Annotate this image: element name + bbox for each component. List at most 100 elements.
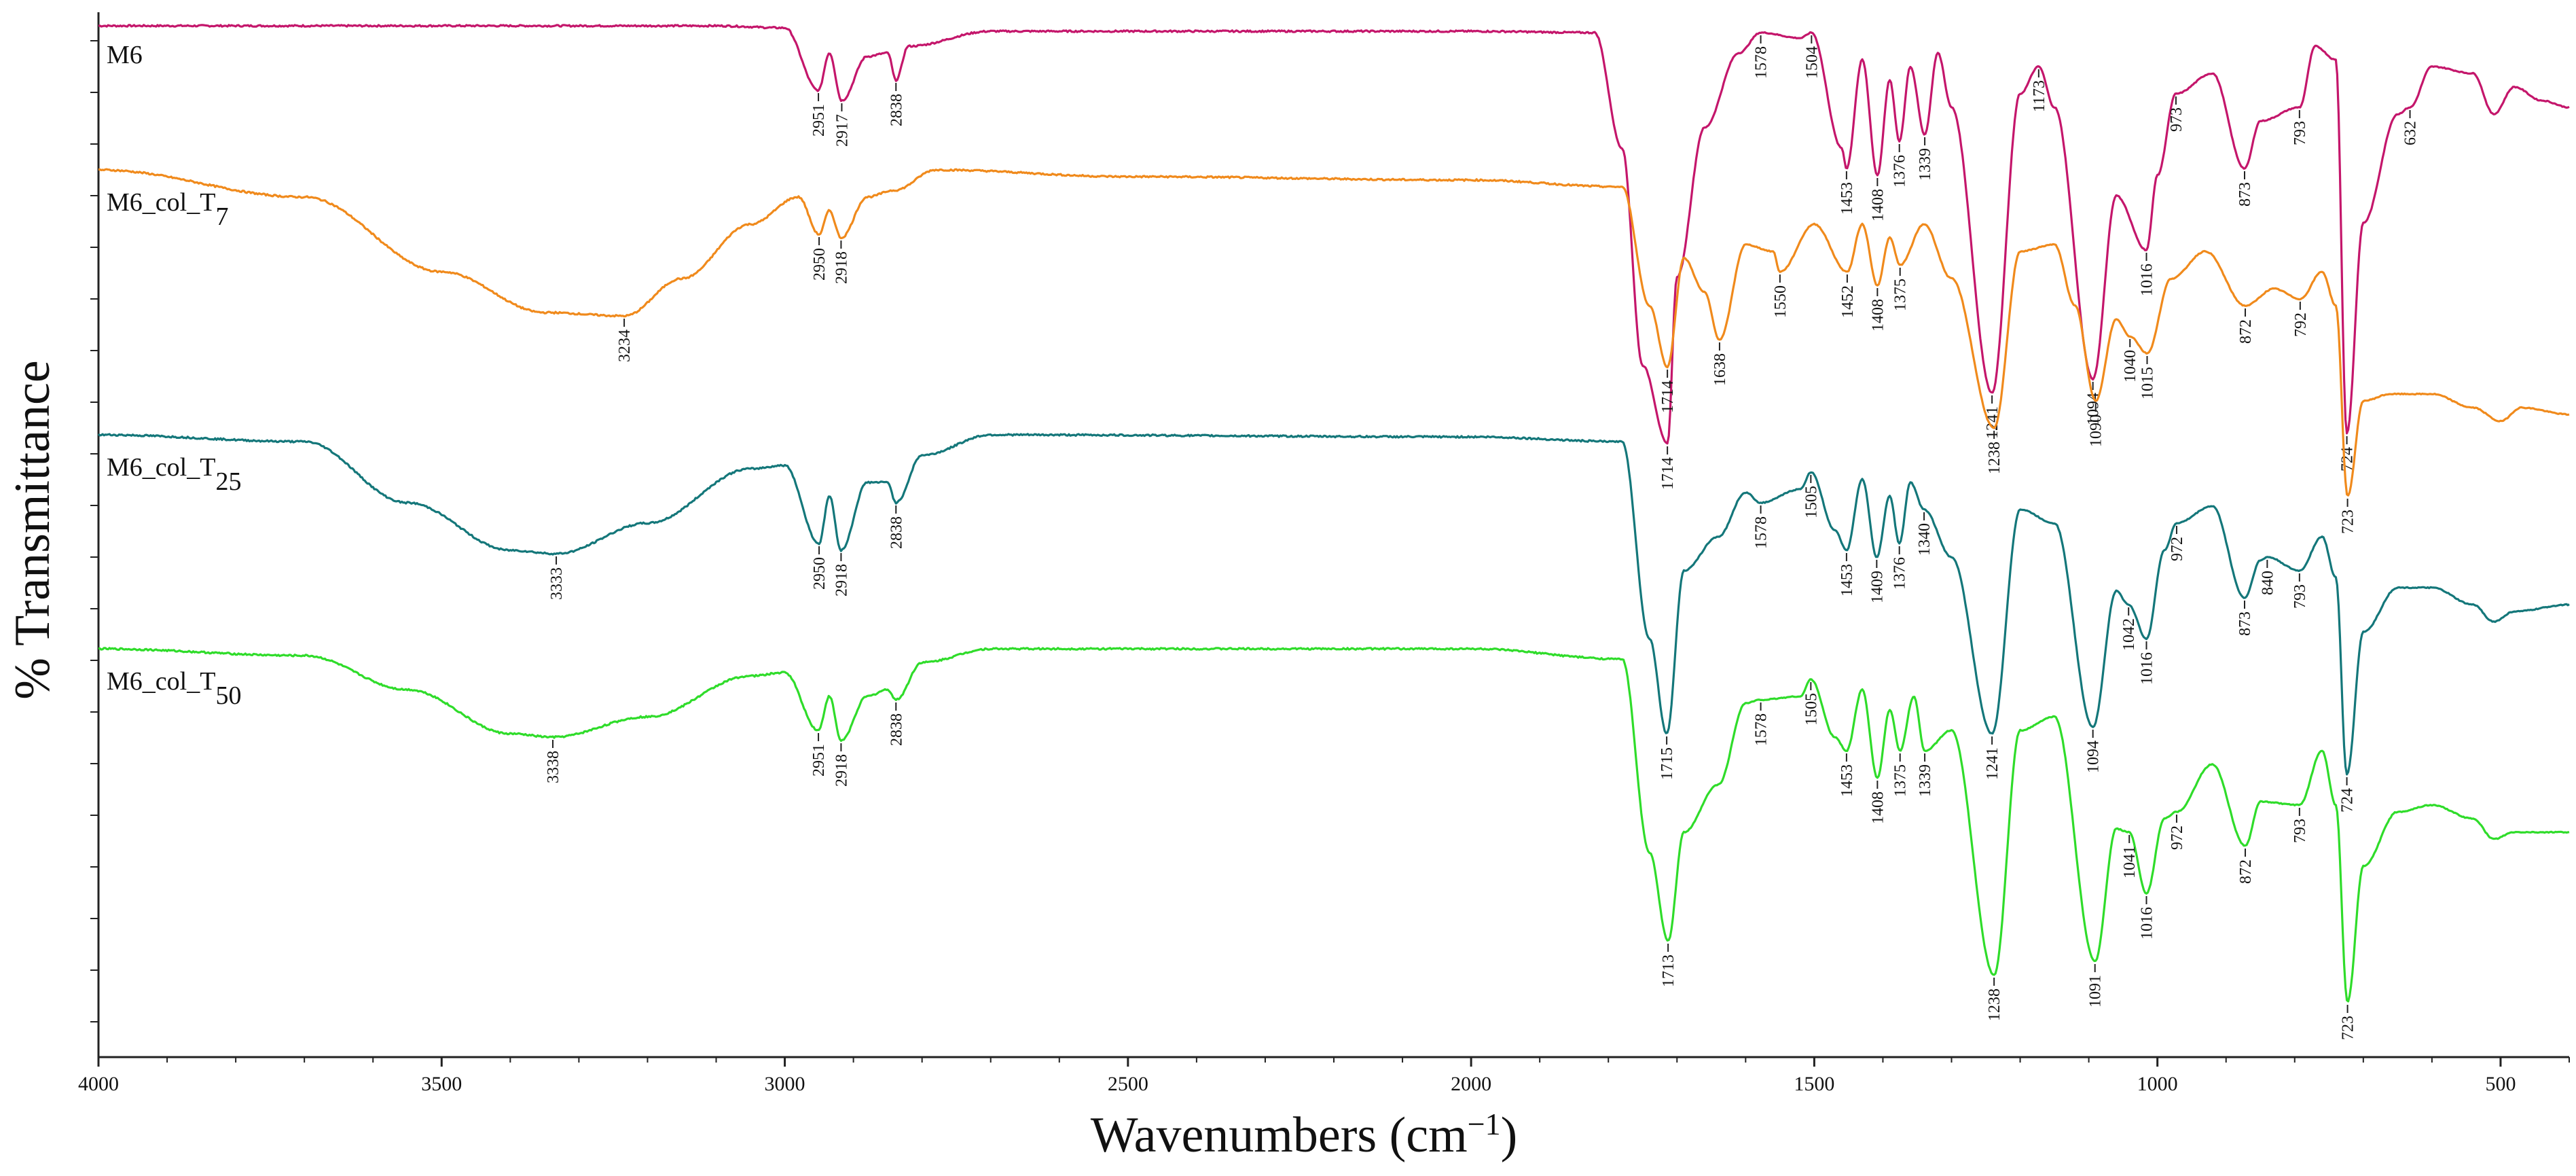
peak-label: 2918 [833, 754, 850, 787]
peak-label: 1452 [1839, 285, 1857, 318]
axes: 4000 3500 3000 2500 2000 1500 1000 500 [78, 12, 2570, 1095]
peak-label: 2918 [833, 251, 850, 284]
peak-label: 2918 [833, 564, 850, 596]
peak-label: 3338 [545, 751, 562, 783]
x-axis-title: Wavenumbers (cm−1) [1091, 1107, 1518, 1164]
peak-label: 1339 [1917, 764, 1934, 797]
peak-label: 1550 [1772, 285, 1790, 318]
series-label-M6_col_T25: M6_col_T25 [107, 453, 241, 496]
x-tick-label: 1500 [1794, 1073, 1834, 1095]
x-tick-label: 2500 [1108, 1073, 1148, 1095]
y-axis-ticks [90, 40, 98, 1022]
peak-label: 1453 [1838, 764, 1856, 797]
peak-label: 2951 [810, 104, 828, 137]
peak-label: 1408 [1869, 791, 1887, 824]
series-line-M6_col_T7 [98, 168, 2570, 497]
peak-label: 873 [2236, 182, 2254, 207]
peak-label: 873 [2236, 611, 2254, 636]
peak-label: 2917 [833, 114, 851, 147]
peak-label: 2838 [888, 713, 905, 746]
peak-label: 793 [2291, 819, 2309, 843]
peak-label: 1016 [2139, 907, 2156, 940]
peak-label: 1339 [1917, 148, 1934, 181]
x-tick-label: 4000 [78, 1073, 119, 1095]
peak-label: 2950 [811, 557, 829, 590]
series-label-M6_col_T7: M6_col_T7 [107, 188, 228, 231]
peak-label: 1408 [1869, 299, 1887, 332]
peak-label: 1409 [1868, 571, 1886, 603]
peak-label: 872 [2237, 319, 2255, 344]
peak-label: 1453 [1838, 182, 1856, 215]
peak-label: 972 [2169, 537, 2186, 561]
series-M6_col_T7: M6_col_T7 3234 2950 2918 1714 1638 1550 1452 140… [98, 168, 2570, 534]
x-axis-title-superscript: −1 [1468, 1107, 1501, 1141]
series-line-M6_col_T25 [97, 433, 2570, 776]
peak-label: 792 [2292, 313, 2310, 337]
peak-label: 1090 [2088, 414, 2105, 447]
peak-label: 3333 [548, 567, 566, 600]
peak-label: 1091 [2087, 975, 2105, 1008]
x-tick-label: 3500 [421, 1073, 462, 1095]
x-tick-label: 1000 [2137, 1073, 2178, 1095]
peak-label: 840 [2259, 571, 2276, 595]
series-line-M6_col_T50 [98, 647, 2570, 1003]
peak-label: 1714 [1659, 457, 1677, 490]
peak-label: 1578 [1753, 46, 1771, 79]
peak-label: 1173 [2031, 80, 2048, 112]
peak-label: 723 [2340, 510, 2357, 534]
peak-label: 1713 [1660, 955, 1677, 987]
peak-label: 632 [2402, 121, 2420, 145]
peak-label: 1578 [1753, 713, 1771, 746]
peak-label: 1015 [2139, 367, 2157, 399]
peak-label: 1241 [1984, 747, 2001, 780]
peak-label: 2951 [810, 744, 828, 777]
x-tick-label: 500 [2485, 1073, 2516, 1095]
series-label-M6: M6 [107, 41, 143, 69]
peak-label: 1376 [1891, 557, 1909, 590]
peak-label: 1094 [2085, 741, 2103, 773]
peak-label: 1453 [1838, 564, 1856, 596]
y-axis-title: % Transmittance [5, 360, 60, 699]
peak-label: 1016 [2139, 264, 2156, 296]
peak-label: 1040 [2122, 350, 2139, 382]
x-axis-title-main: Wavenumbers (cm [1091, 1107, 1468, 1163]
peak-label: 1375 [1892, 279, 1910, 311]
peak-label: 1504 [1803, 46, 1821, 79]
peak-label: 1638 [1711, 353, 1729, 386]
peak-label: 1408 [1869, 189, 1887, 221]
series-line-M6 [98, 24, 2570, 445]
x-axis-ticks: 4000 3500 3000 2500 2000 1500 1000 500 [78, 1057, 2570, 1095]
peak-label: 1714 [1659, 380, 1677, 413]
peak-label: 1578 [1753, 516, 1771, 549]
series-label-M6_col_T50: M6_col_T50 [107, 667, 241, 710]
peak-label: 2838 [888, 516, 905, 549]
x-axis-title-close: ) [1501, 1107, 1518, 1163]
peak-label: 872 [2237, 859, 2255, 884]
x-tick-label: 2000 [1451, 1073, 1491, 1095]
peak-label: 1238 [1986, 988, 2003, 1021]
series-M6_col_T50: M6_col_T50 3338 2951 2918 2838 1713 1578 1505 14… [98, 647, 2570, 1040]
peak-label: 793 [2291, 584, 2309, 609]
peak-label: 1238 [1986, 442, 2003, 474]
peak-label: 2838 [888, 94, 905, 126]
peak-label: 973 [2168, 107, 2185, 132]
peak-label: 972 [2169, 825, 2186, 850]
peak-label: 1340 [1916, 523, 1934, 556]
peak-label: 1041 [2121, 846, 2139, 878]
peak-label: 1505 [1802, 693, 1820, 726]
peak-label: 723 [2340, 1016, 2357, 1040]
peak-label: 1375 [1892, 764, 1910, 797]
peak-label: 1376 [1891, 155, 1909, 188]
x-tick-label: 3000 [765, 1073, 805, 1095]
peak-label: 2950 [811, 248, 829, 281]
peak-label: 3234 [616, 329, 634, 362]
peak-label: 1042 [2120, 618, 2138, 651]
peak-label: 1505 [1802, 486, 1820, 518]
peak-label: 793 [2291, 121, 2309, 145]
peak-label: 724 [2339, 788, 2357, 813]
peak-label: 1016 [2139, 652, 2156, 685]
